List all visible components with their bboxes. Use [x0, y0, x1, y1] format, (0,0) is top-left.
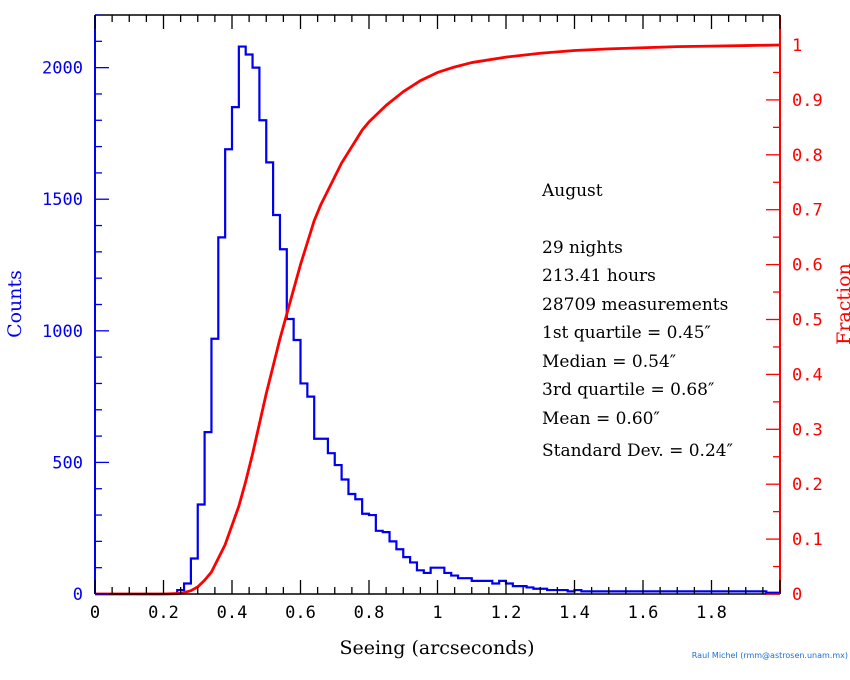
- author-credit: Raul Michel (rmm@astrosen.unam.mx): [692, 651, 848, 660]
- annotation-line: Standard Dev. = 0.24″: [542, 441, 733, 461]
- x-tick-label: 1.2: [491, 603, 522, 623]
- y-left-tick-label: 2000: [42, 59, 83, 79]
- x-tick-label: 1: [432, 603, 442, 623]
- cumulative-series: [95, 43, 781, 596]
- y-right-tick-label: 0.7: [792, 201, 823, 221]
- x-tick-label: 0.6: [285, 603, 316, 623]
- annotation-line: 29 nights: [542, 238, 623, 258]
- y-left-tick-label: 500: [52, 453, 83, 473]
- annotation-line: 213.41 hours: [542, 266, 656, 286]
- annotation-line: 3rd quartile = 0.68″: [542, 380, 714, 400]
- y-left-tick-label: 0: [73, 585, 83, 605]
- y-right-axis-title: Fraction: [833, 263, 850, 345]
- annotation-month: August: [541, 181, 603, 201]
- x-tick-label: 0.4: [217, 603, 248, 623]
- y-left-axis-title: Counts: [4, 270, 26, 338]
- x-tick-label: 1.6: [628, 603, 659, 623]
- x-tick-label: 0.8: [354, 603, 385, 623]
- histogram-layer: [95, 45, 780, 596]
- annotation-line: Mean = 0.60″: [542, 409, 660, 429]
- x-axis-title: Seeing (arcseconds): [339, 637, 534, 659]
- x-tick-label: 1.8: [696, 603, 727, 623]
- y-right-tick-label: 0.1: [792, 530, 823, 550]
- y-right-tick-label: 0.6: [792, 256, 823, 276]
- annotation-line: Median = 0.54″: [542, 352, 676, 372]
- y-right-tick-label: 0.2: [792, 475, 823, 495]
- y-right-tick-label: 0.5: [792, 311, 823, 331]
- annotation-line: 28709 measurements: [542, 295, 728, 315]
- y-left-tick-label: 1500: [42, 190, 83, 210]
- stats-annotation: August 29 nights 213.41 hours 28709 meas…: [541, 181, 733, 461]
- histogram-series: [95, 45, 780, 596]
- y-left-tick-label: 1000: [42, 322, 83, 342]
- x-tick-label: 0.2: [148, 603, 179, 623]
- axis-ticks: 0 0.2 0.4 0.6 0.8 1 1.2 1.4 1.6 1.8 0 500 1000 1500 20…: [42, 14, 823, 623]
- annotation-line: 1st quartile = 0.45″: [542, 323, 711, 343]
- y-right-tick-label: 0.4: [792, 365, 823, 385]
- y-right-tick-label: 0: [792, 585, 802, 605]
- x-tick-label: 1.4: [559, 603, 590, 623]
- y-right-tick-label: 0.3: [792, 420, 823, 440]
- y-right-tick-label: 1: [792, 36, 802, 56]
- cumulative-layer: [95, 43, 781, 596]
- x-tick-label: 0: [90, 603, 100, 623]
- y-right-tick-label: 0.8: [792, 146, 823, 166]
- y-right-tick-label: 0.9: [792, 91, 823, 111]
